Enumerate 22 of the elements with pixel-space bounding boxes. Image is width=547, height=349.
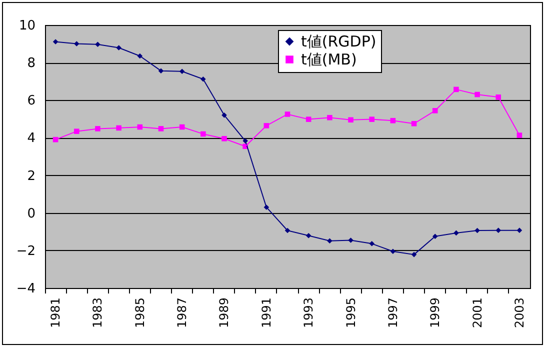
y-tick-label: 4: [27, 131, 36, 146]
x-tick-label: 1995: [344, 298, 358, 328]
y-tick-label: −4: [16, 282, 36, 296]
x-tick-label: 1997: [386, 298, 400, 328]
x-tick-label: 1991: [259, 298, 274, 328]
y-tick-label: −2: [16, 244, 36, 259]
legend-label: t値(RGDP): [301, 32, 376, 50]
x-tick-label: 2003: [512, 298, 526, 328]
x-tick-label: 1981: [48, 298, 63, 328]
y-tick-label: 8: [27, 56, 36, 72]
y-tick-label: 6: [27, 94, 36, 109]
legend-label: t値(MB): [301, 50, 357, 68]
x-tick-label: 1987: [175, 298, 190, 328]
x-tick-label: 1993: [302, 298, 316, 328]
x-tick-label: 1999: [428, 298, 442, 328]
x-tick-label: 2001: [470, 298, 484, 328]
x-tick-label: 1983: [90, 298, 105, 328]
y-tick-label: 10: [18, 18, 36, 34]
y-tick-label: 2: [27, 168, 36, 184]
y-tick-label: 0: [27, 206, 36, 222]
x-tick-label: 1985: [132, 298, 147, 328]
x-tick-label: 1989: [217, 298, 232, 328]
